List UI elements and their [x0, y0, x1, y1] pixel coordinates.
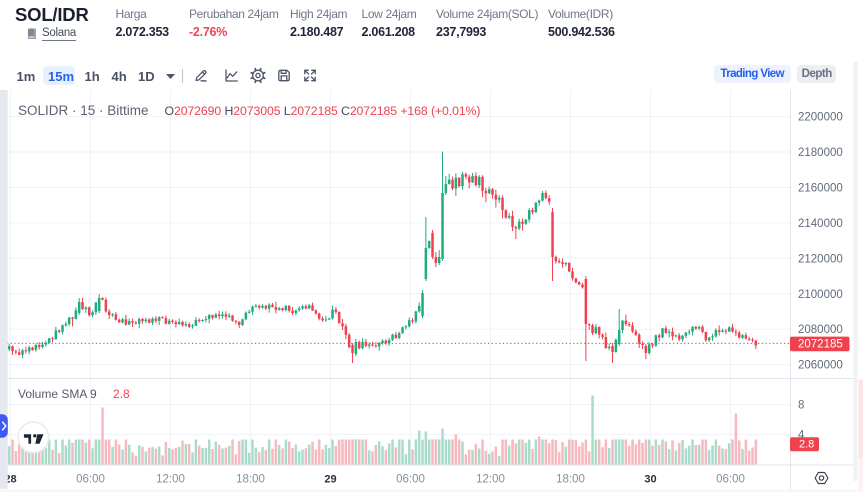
- svg-text:4: 4: [798, 429, 805, 441]
- svg-text:12:00: 12:00: [476, 474, 505, 486]
- svg-text:2180000: 2180000: [798, 147, 843, 159]
- svg-text:30: 30: [644, 474, 656, 486]
- svg-text:2080000: 2080000: [798, 324, 843, 336]
- svg-text:2200000: 2200000: [798, 112, 843, 124]
- svg-text:06:00: 06:00: [396, 474, 425, 486]
- svg-text:06:00: 06:00: [716, 474, 745, 486]
- svg-text:18:00: 18:00: [556, 474, 585, 486]
- svg-text:8: 8: [798, 400, 804, 412]
- svg-text:2140000: 2140000: [798, 218, 843, 230]
- svg-text:2072185: 2072185: [798, 338, 843, 350]
- svg-text:12:00: 12:00: [156, 474, 185, 486]
- svg-text:2120000: 2120000: [798, 253, 843, 265]
- svg-text:06:00: 06:00: [76, 474, 105, 486]
- svg-text:2100000: 2100000: [798, 289, 843, 301]
- svg-text:18:00: 18:00: [236, 474, 265, 486]
- svg-text:29: 29: [324, 474, 336, 486]
- svg-text:2060000: 2060000: [798, 360, 843, 372]
- svg-text:2160000: 2160000: [798, 183, 843, 195]
- svg-text:2.8: 2.8: [799, 439, 814, 451]
